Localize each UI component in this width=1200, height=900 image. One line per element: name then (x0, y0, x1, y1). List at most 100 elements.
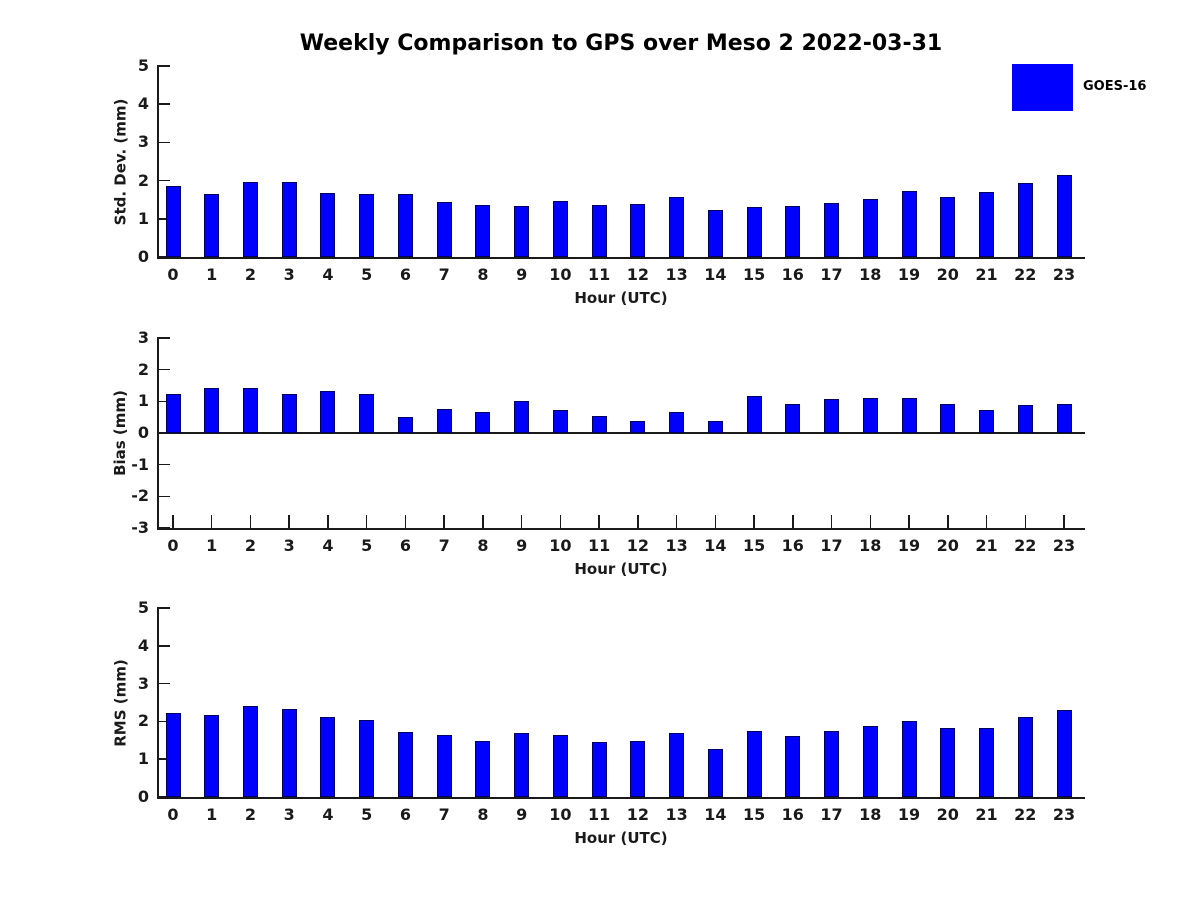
bar-hour-11 (591, 205, 607, 257)
y-tick-label: 5 (137, 56, 149, 75)
x-tick-label: 7 (438, 805, 450, 824)
bar-hour-12 (630, 741, 646, 797)
y-tick-mark (157, 103, 170, 105)
y-axis-label: Bias (mm) (110, 390, 129, 476)
x-axis-spine (157, 528, 1085, 530)
bar-hour-22 (1017, 183, 1033, 257)
y-tick-mark (157, 400, 170, 403)
bar-hour-8 (475, 741, 491, 797)
y-tick-label: 1 (137, 749, 149, 769)
bar-hour-13 (669, 733, 685, 797)
x-tick-mark (947, 515, 949, 528)
x-tick-label: 22 (1014, 805, 1037, 824)
y-tick-mark (157, 758, 170, 760)
bar-hour-15 (746, 731, 762, 797)
x-tick-label: 23 (1052, 265, 1076, 284)
x-tick-label: 9 (516, 536, 528, 555)
x-tick-label: 6 (399, 265, 411, 284)
x-tick-label: 13 (665, 805, 688, 824)
y-tick-label: 4 (137, 635, 149, 655)
x-tick-label: 22 (1014, 536, 1037, 555)
x-tick-label: 23 (1052, 805, 1076, 824)
bar-hour-3 (281, 709, 297, 797)
bar-hour-15 (746, 207, 762, 257)
x-tick-label: 20 (936, 536, 959, 555)
x-tick-label: 21 (975, 265, 998, 284)
bar-hour-20 (940, 197, 956, 257)
x-tick-mark (637, 515, 639, 528)
x-tick-label: 16 (781, 536, 804, 555)
bar-hour-17 (824, 399, 840, 433)
bar-hour-21 (979, 409, 995, 433)
y-tick-label: 3 (137, 673, 149, 693)
bar-hour-9 (514, 400, 530, 433)
x-tick-mark (482, 515, 484, 528)
x-tick-mark (288, 515, 290, 528)
bar-hour-12 (630, 420, 646, 433)
y-axis-label: Std. Dev. (mm) (110, 98, 129, 225)
y-axis-label: RMS (mm) (111, 658, 130, 747)
bar-hour-16 (785, 403, 801, 433)
x-axis-spine (157, 257, 1085, 259)
y-tick-mark (157, 495, 170, 498)
y-axis-spine (157, 608, 159, 799)
bar-hour-6 (397, 416, 413, 433)
x-tick-label: 5 (361, 265, 373, 284)
x-tick-label: 10 (549, 265, 572, 284)
x-tick-label: 2 (244, 536, 257, 555)
x-tick-mark (792, 515, 794, 528)
x-tick-mark (1063, 515, 1065, 528)
x-tick-mark (869, 515, 872, 528)
y-tick-label: -3 (131, 518, 149, 537)
bar-hour-2 (242, 705, 258, 797)
x-tick-mark (1024, 515, 1026, 528)
bar-hour-14 (707, 748, 723, 797)
bar-hour-1 (204, 388, 220, 433)
x-axis-label: Hour (UTC) (574, 289, 668, 307)
bar-hour-17 (824, 730, 840, 797)
bar-hour-3 (281, 394, 297, 433)
bar-hour-11 (591, 415, 607, 433)
y-axis-spine (157, 338, 159, 530)
x-tick-mark (985, 515, 988, 528)
bar-hour-20 (940, 403, 956, 433)
x-tick-label: 8 (477, 536, 489, 555)
x-tick-label: 15 (742, 536, 766, 555)
bar-hour-1 (204, 193, 220, 257)
x-tick-label: 1 (206, 536, 218, 555)
bar-hour-10 (552, 201, 568, 257)
legend-label: GOES-16 (1083, 79, 1147, 94)
y-tick-label: 3 (137, 132, 149, 152)
x-tick-label: 13 (665, 536, 688, 555)
zero-line (157, 432, 1085, 434)
y-tick-mark (157, 527, 170, 529)
x-tick-mark (714, 515, 717, 528)
x-tick-mark (172, 515, 174, 528)
x-tick-label: 5 (361, 536, 373, 555)
bar-hour-17 (824, 202, 840, 257)
bar-hour-0 (165, 394, 181, 433)
y-tick-label: 5 (137, 598, 149, 617)
x-tick-label: 17 (820, 536, 843, 555)
bar-hour-16 (785, 206, 801, 257)
y-tick-mark (157, 368, 170, 371)
y-tick-label: 0 (137, 247, 149, 266)
bar-hour-23 (1056, 403, 1072, 433)
bar-hour-9 (514, 733, 530, 797)
x-tick-label: 10 (549, 805, 572, 824)
x-tick-mark (249, 515, 252, 528)
bar-hour-20 (940, 728, 956, 797)
x-tick-label: 11 (587, 536, 611, 555)
x-tick-label: 12 (626, 265, 649, 284)
y-tick-mark (157, 463, 170, 466)
x-tick-mark (598, 515, 600, 528)
bar-hour-5 (359, 194, 375, 257)
x-tick-label: 1 (206, 265, 218, 284)
x-tick-label: 9 (516, 805, 528, 824)
x-tick-label: 2 (244, 805, 257, 824)
x-tick-label: 12 (626, 805, 649, 824)
x-tick-label: 3 (283, 536, 295, 555)
x-tick-label: 18 (859, 805, 882, 824)
bar-hour-5 (359, 394, 375, 433)
